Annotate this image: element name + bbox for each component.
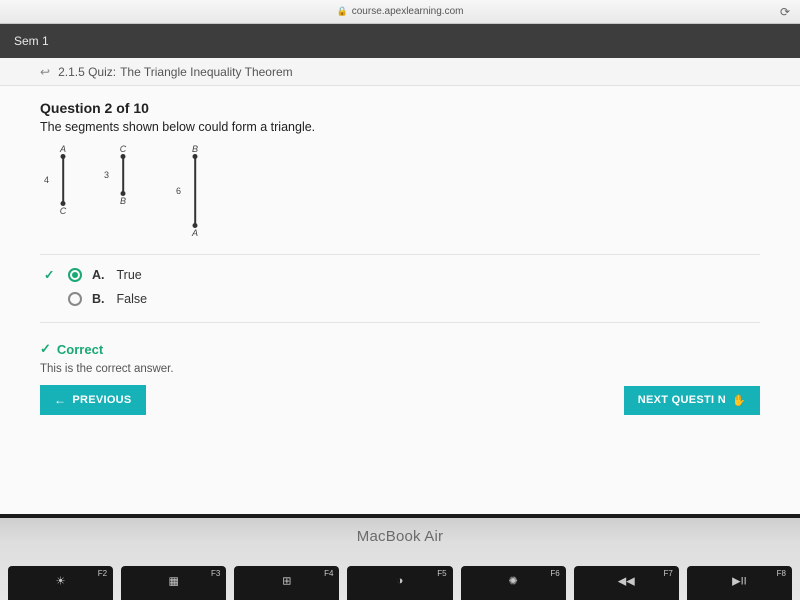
key-fn-label: F8 (777, 569, 786, 578)
segment-length: 6 (176, 186, 181, 196)
segment-length: 3 (104, 170, 109, 180)
browser-address-bar: 🔒 course.apexlearning.com ⟳ (0, 0, 800, 24)
previous-label: PREVIOUS (72, 394, 131, 406)
course-label: Sem 1 (14, 34, 49, 48)
next-question-button[interactable]: NEXT QUESTI N ✋ (624, 386, 760, 415)
quiz-code: 2.1.5 Quiz: (58, 65, 116, 79)
key-glyph-icon: ✺ (509, 575, 518, 588)
key-fn-label: F5 (437, 569, 446, 578)
keyboard-key: F6 ✺ (461, 566, 566, 600)
divider (40, 322, 760, 323)
answer-option[interactable]: ✓ A. True (44, 267, 760, 282)
keyboard-key: F8 ▶II (687, 566, 792, 600)
segment: CB3 (118, 156, 128, 194)
cursor-icon: ✋ (732, 394, 746, 407)
key-fn-label: F7 (664, 569, 673, 578)
answer-letter: B. (92, 292, 105, 306)
question-number: Question 2 of 10 (40, 100, 760, 116)
answer-letter: A. (92, 268, 105, 282)
feedback-status: ✓ Correct (40, 341, 760, 357)
segment-bar (62, 156, 64, 204)
radio-icon[interactable] (68, 268, 82, 282)
keyboard-key: F2 ☀ (8, 566, 113, 600)
key-fn-label: F6 (550, 569, 559, 578)
feedback-note: This is the correct answer. (40, 363, 760, 375)
keyboard-key: F7 ◀◀ (574, 566, 679, 600)
keyboard-key: F5 ◑ (347, 566, 452, 600)
correct-check-icon: ✓ (44, 267, 58, 282)
back-arrow-icon[interactable]: ↩ (40, 65, 50, 79)
feedback-status-label: Correct (57, 342, 103, 357)
segment-label-top: A (60, 144, 66, 154)
answer-list: ✓ A. True B. False (40, 267, 760, 316)
reload-icon[interactable]: ⟳ (780, 5, 790, 19)
check-icon: ✓ (40, 341, 51, 357)
key-glyph-icon: ▦ (169, 575, 179, 588)
segment-label-bottom: C (60, 206, 67, 216)
key-fn-label: F3 (211, 569, 220, 578)
key-glyph-icon: ▶II (732, 575, 747, 588)
segments-figure: AC4CB3BA6 (40, 144, 760, 240)
key-glyph-icon: ⊞ (282, 575, 291, 588)
arrow-left-icon: ← (54, 393, 66, 407)
divider (40, 254, 760, 255)
segment-label-bottom: A (192, 228, 198, 238)
app-header: Sem 1 (0, 24, 800, 58)
answer-text: True (117, 268, 142, 282)
question-prompt: The segments shown below could form a tr… (40, 120, 760, 134)
keyboard-key: F4 ⊞ (234, 566, 339, 600)
keyboard-fn-row: F2 ☀ F3 ▦ F4 ⊞ F5 ◑ F6 ✺ F7 ◀◀ F8 ▶II (0, 566, 800, 600)
question-panel: Question 2 of 10 The segments shown belo… (0, 86, 800, 514)
feedback-block: ✓ Correct This is the correct answer. (40, 341, 760, 375)
key-glyph-icon: ◑ (397, 575, 404, 587)
segment-bar (194, 156, 196, 226)
macbook-bezel: MacBook Air F2 ☀ F3 ▦ F4 ⊞ F5 ◑ F6 ✺ F7 ◀◀ F8 ▶II (0, 514, 800, 600)
quiz-topic: The Triangle Inequality Theorem (120, 65, 293, 79)
answer-option[interactable]: B. False (44, 292, 760, 306)
segment-length: 4 (44, 175, 49, 185)
quiz-breadcrumb: ↩ 2.1.5 Quiz: The Triangle Inequality Th… (0, 58, 800, 86)
next-label: NEXT QUESTI N (638, 394, 726, 406)
radio-icon[interactable] (68, 292, 82, 306)
key-fn-label: F4 (324, 569, 333, 578)
key-fn-label: F2 (98, 569, 107, 578)
segment-label-top: B (192, 144, 198, 154)
lock-icon: 🔒 (337, 6, 348, 17)
keyboard-key: F3 ▦ (121, 566, 226, 600)
segment-label-top: C (120, 144, 127, 154)
segment-bar (122, 156, 124, 194)
segment-label-bottom: B (120, 196, 126, 206)
segment: AC4 (58, 156, 68, 204)
key-glyph-icon: ◀◀ (618, 575, 635, 588)
answer-text: False (117, 292, 148, 306)
url-host: course.apexlearning.com (352, 6, 464, 17)
macbook-label: MacBook Air (357, 528, 443, 545)
segment: BA6 (190, 156, 200, 226)
previous-button[interactable]: ← PREVIOUS (40, 385, 146, 415)
nav-row: ← PREVIOUS NEXT QUESTI N ✋ (40, 375, 760, 427)
key-glyph-icon: ☀ (56, 575, 66, 588)
